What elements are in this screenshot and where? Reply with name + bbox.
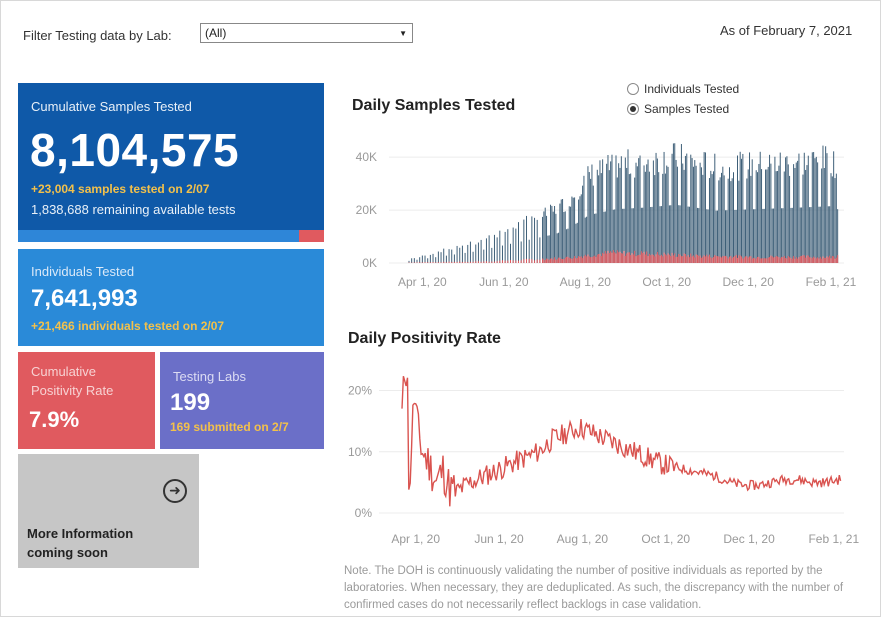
- daily-positivity-title: Daily Positivity Rate: [348, 330, 501, 347]
- positivity-rate-title: Cumulative Positivity Rate: [31, 364, 114, 398]
- radio-button[interactable]: [627, 83, 639, 95]
- testing-labs-card: Testing Labs 199 169 submitted on 2/7: [160, 352, 324, 449]
- y-tick-label: 10%: [348, 445, 372, 459]
- chevron-down-icon: ▼: [399, 29, 407, 38]
- testing-labs-value: 199: [170, 389, 211, 416]
- y-tick-label: 20K: [356, 203, 377, 217]
- radio-button[interactable]: [627, 103, 639, 115]
- testing-labs-title: Testing Labs: [173, 369, 246, 384]
- more-information-card[interactable]: ➜ More Information coming soon: [18, 454, 199, 568]
- x-tick-label: Dec 1, 20: [723, 275, 775, 289]
- x-tick-label: Aug 1, 20: [560, 275, 612, 289]
- y-tick-label: 0K: [362, 256, 377, 270]
- individuals-delta: +21,466 individuals tested on 2/07: [31, 319, 225, 333]
- x-tick-label: Feb 1, 21: [806, 275, 857, 289]
- individuals-tested-card: Individuals Tested 7,641,993 +21,466 ind…: [18, 249, 324, 346]
- positivity-rate-card: Cumulative Positivity Rate 7.9%: [18, 352, 155, 449]
- radio-samples-tested[interactable]: Samples Tested: [627, 102, 729, 116]
- positivity-line: [401, 376, 842, 507]
- daily-samples-title: Daily Samples Tested: [352, 97, 516, 114]
- x-tick-label: Oct 1, 20: [641, 532, 690, 546]
- lab-filter-value: (All): [205, 26, 227, 40]
- samples-delta: +23,004 samples tested on 2/07: [31, 182, 210, 196]
- x-tick-label: Dec 1, 20: [723, 532, 775, 546]
- y-tick-label: 40K: [356, 150, 377, 164]
- x-tick-label: Jun 1, 20: [474, 532, 524, 546]
- x-tick-label: Jun 1, 20: [479, 275, 529, 289]
- arrow-circle-right-icon[interactable]: ➜: [163, 479, 187, 503]
- radio-label: Individuals Tested: [644, 82, 740, 96]
- y-tick-label: 20%: [348, 384, 372, 398]
- y-tick-label: 0%: [355, 506, 373, 520]
- cumulative-samples-title: Cumulative Samples Tested: [31, 99, 192, 114]
- x-tick-label: Oct 1, 20: [642, 275, 691, 289]
- more-information-text: More Information coming soon: [27, 526, 134, 560]
- cumulative-samples-card: Cumulative Samples Tested 8,104,575 +23,…: [18, 83, 324, 242]
- x-tick-label: Feb 1, 21: [808, 532, 859, 546]
- positivity-rate-value: 7.9%: [29, 407, 80, 432]
- daily-positivity-chart: 0% 10% 20% Apr 1, 20 Jun 1, 20 Aug 1, 20 Oct 1…: [348, 376, 859, 546]
- cumulative-samples-value: 8,104,575: [30, 124, 240, 176]
- individuals-tested-title: Individuals Tested: [31, 264, 135, 279]
- as-of-date: As of February 7, 2021: [720, 23, 853, 38]
- labs-submitted: 169 submitted on 2/7: [170, 420, 289, 434]
- x-tick-label: Aug 1, 20: [557, 532, 609, 546]
- radio-label: Samples Tested: [644, 102, 730, 116]
- daily-samples-chart: 0K 20K 40K Apr 1, 20 Jun 1, 20 Aug 1, 20 Oct 1…: [356, 143, 857, 289]
- tests-used-bar: [18, 230, 299, 242]
- radio-individuals-tested[interactable]: Individuals Tested: [627, 82, 739, 96]
- lab-filter-select[interactable]: (All) ▼: [200, 23, 413, 43]
- individuals-tested-value: 7,641,993: [31, 285, 138, 312]
- tests-remaining-bar: [299, 230, 324, 242]
- filter-label: Filter Testing data by Lab:: [23, 28, 172, 43]
- validation-note: Note. The DOH is continuously validating…: [344, 565, 844, 611]
- x-tick-label: Apr 1, 20: [398, 275, 447, 289]
- remaining-tests: 1,838,688 remaining available tests: [31, 202, 236, 217]
- x-tick-label: Apr 1, 20: [391, 532, 440, 546]
